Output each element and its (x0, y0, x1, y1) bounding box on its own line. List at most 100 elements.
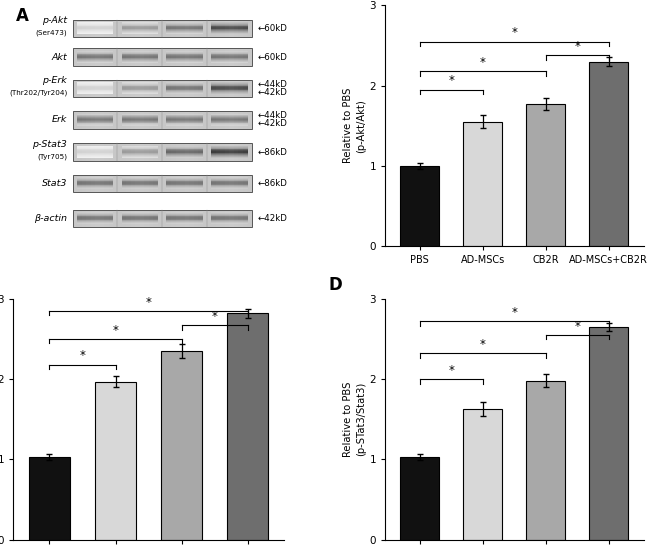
Bar (77, 57, 114, 58)
Bar (99, 49, 104, 66)
Bar (73, 210, 252, 227)
Bar (229, 20, 234, 37)
Bar (104, 20, 109, 37)
Bar (113, 111, 118, 129)
Bar (162, 49, 167, 66)
Bar (77, 92, 114, 93)
Bar (211, 189, 248, 190)
Bar (77, 80, 82, 97)
Bar (118, 49, 162, 66)
Bar (122, 114, 158, 116)
Bar (77, 155, 114, 156)
Bar (171, 175, 176, 192)
Bar (166, 146, 203, 147)
Bar (77, 23, 114, 24)
Bar (82, 175, 86, 192)
Text: D: D (328, 276, 342, 294)
Bar (207, 175, 252, 192)
Bar (211, 215, 248, 216)
Bar (211, 23, 248, 25)
Bar (207, 80, 252, 97)
Bar (166, 122, 203, 123)
Bar (194, 80, 198, 97)
Bar (77, 123, 114, 124)
Bar (104, 49, 109, 66)
Bar (194, 20, 198, 37)
Bar (73, 80, 252, 97)
Bar (73, 20, 252, 37)
Bar (166, 52, 203, 53)
Text: ←42kD: ←42kD (257, 119, 287, 128)
Bar (166, 220, 203, 221)
Bar (162, 175, 167, 192)
Bar (77, 189, 114, 190)
Text: A: A (16, 7, 29, 25)
Bar (185, 111, 189, 129)
Text: ←60kD: ←60kD (257, 53, 287, 62)
Bar (77, 152, 114, 153)
Bar (153, 49, 158, 66)
Text: *: * (146, 295, 151, 308)
Bar (194, 175, 198, 192)
Bar (211, 29, 248, 31)
Bar (211, 148, 248, 149)
Bar (73, 49, 252, 66)
Bar (180, 20, 185, 37)
Bar (166, 189, 203, 190)
Bar (73, 49, 118, 66)
Bar (166, 122, 203, 123)
Bar (194, 111, 198, 129)
Bar (77, 28, 114, 29)
Bar (211, 28, 248, 29)
Bar (211, 219, 248, 220)
Bar (86, 143, 90, 161)
Bar (211, 215, 248, 216)
Bar (95, 49, 99, 66)
Bar (220, 111, 225, 129)
Bar (122, 222, 158, 223)
Bar (113, 175, 118, 192)
Bar (122, 153, 158, 154)
Bar (122, 58, 158, 59)
Bar (166, 155, 203, 156)
Bar (171, 49, 176, 66)
Bar (211, 92, 248, 93)
Bar (77, 217, 114, 218)
Bar (166, 156, 203, 158)
Bar (90, 49, 95, 66)
Bar (140, 49, 144, 66)
Bar (77, 86, 114, 87)
Bar (211, 177, 248, 178)
Bar (239, 49, 243, 66)
Bar (118, 143, 162, 161)
Bar (166, 216, 203, 217)
Bar (122, 182, 158, 183)
Bar (140, 143, 144, 161)
Text: p-Stat3: p-Stat3 (32, 140, 68, 149)
Bar (234, 20, 239, 37)
Bar (153, 143, 158, 161)
Bar (162, 143, 167, 161)
Bar (166, 29, 203, 31)
Bar (211, 51, 248, 52)
Bar (77, 27, 114, 28)
Bar (149, 49, 153, 66)
Bar (185, 210, 189, 227)
Bar (185, 175, 189, 192)
Bar (122, 87, 158, 88)
Bar (118, 175, 162, 192)
Text: *: * (480, 56, 486, 69)
Bar (166, 153, 203, 154)
Bar (211, 175, 216, 192)
Bar (189, 80, 194, 97)
Bar (166, 184, 203, 185)
Bar (227, 313, 268, 540)
Bar (229, 80, 234, 97)
Bar (118, 80, 122, 97)
Bar (220, 175, 225, 192)
Bar (243, 80, 248, 97)
Bar (162, 210, 167, 227)
Bar (203, 49, 207, 66)
Bar (77, 52, 114, 53)
Bar (122, 184, 158, 185)
